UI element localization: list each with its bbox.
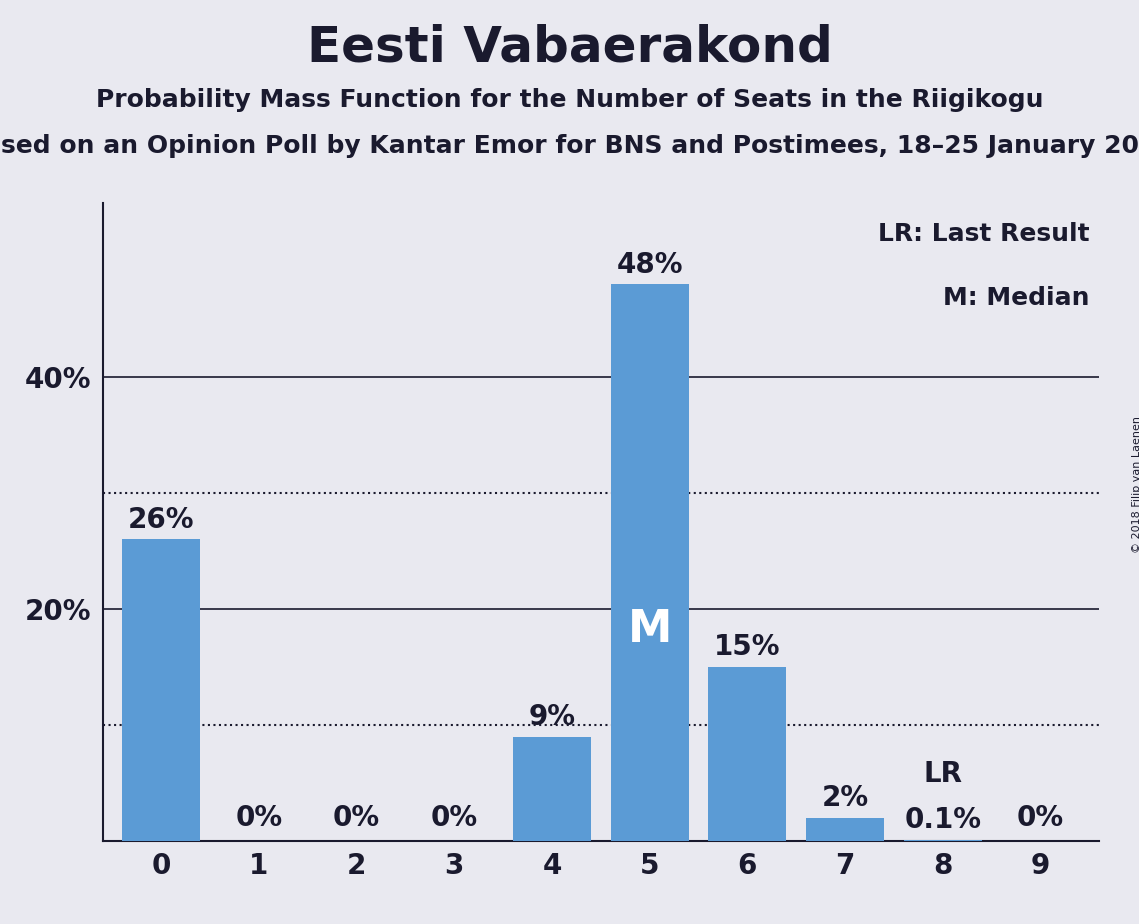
Text: 0%: 0% bbox=[333, 804, 380, 832]
Text: 0%: 0% bbox=[236, 804, 282, 832]
Text: Based on an Opinion Poll by Kantar Emor for BNS and Postimees, 18–25 January 201: Based on an Opinion Poll by Kantar Emor … bbox=[0, 134, 1139, 158]
Text: Eesti Vabaerakond: Eesti Vabaerakond bbox=[306, 23, 833, 71]
Bar bbox=[122, 540, 200, 841]
Bar bbox=[513, 736, 591, 841]
Text: 0%: 0% bbox=[431, 804, 478, 832]
Text: Probability Mass Function for the Number of Seats in the Riigikogu: Probability Mass Function for the Number… bbox=[96, 88, 1043, 112]
Text: 2%: 2% bbox=[821, 784, 869, 812]
Text: LR: LR bbox=[924, 760, 962, 787]
Text: M: Median: M: Median bbox=[943, 286, 1089, 310]
Text: 0.1%: 0.1% bbox=[904, 806, 982, 833]
Bar bbox=[611, 285, 689, 841]
Text: 0%: 0% bbox=[1017, 804, 1064, 832]
Text: 15%: 15% bbox=[714, 633, 780, 662]
Text: 48%: 48% bbox=[616, 250, 683, 279]
Text: M: M bbox=[628, 608, 672, 650]
Bar bbox=[903, 840, 982, 841]
Text: 9%: 9% bbox=[528, 703, 575, 731]
Bar bbox=[708, 667, 786, 841]
Text: LR: Last Result: LR: Last Result bbox=[877, 223, 1089, 247]
Bar bbox=[806, 818, 884, 841]
Text: © 2018 Filip van Laenen: © 2018 Filip van Laenen bbox=[1132, 416, 1139, 553]
Text: 26%: 26% bbox=[128, 505, 195, 534]
